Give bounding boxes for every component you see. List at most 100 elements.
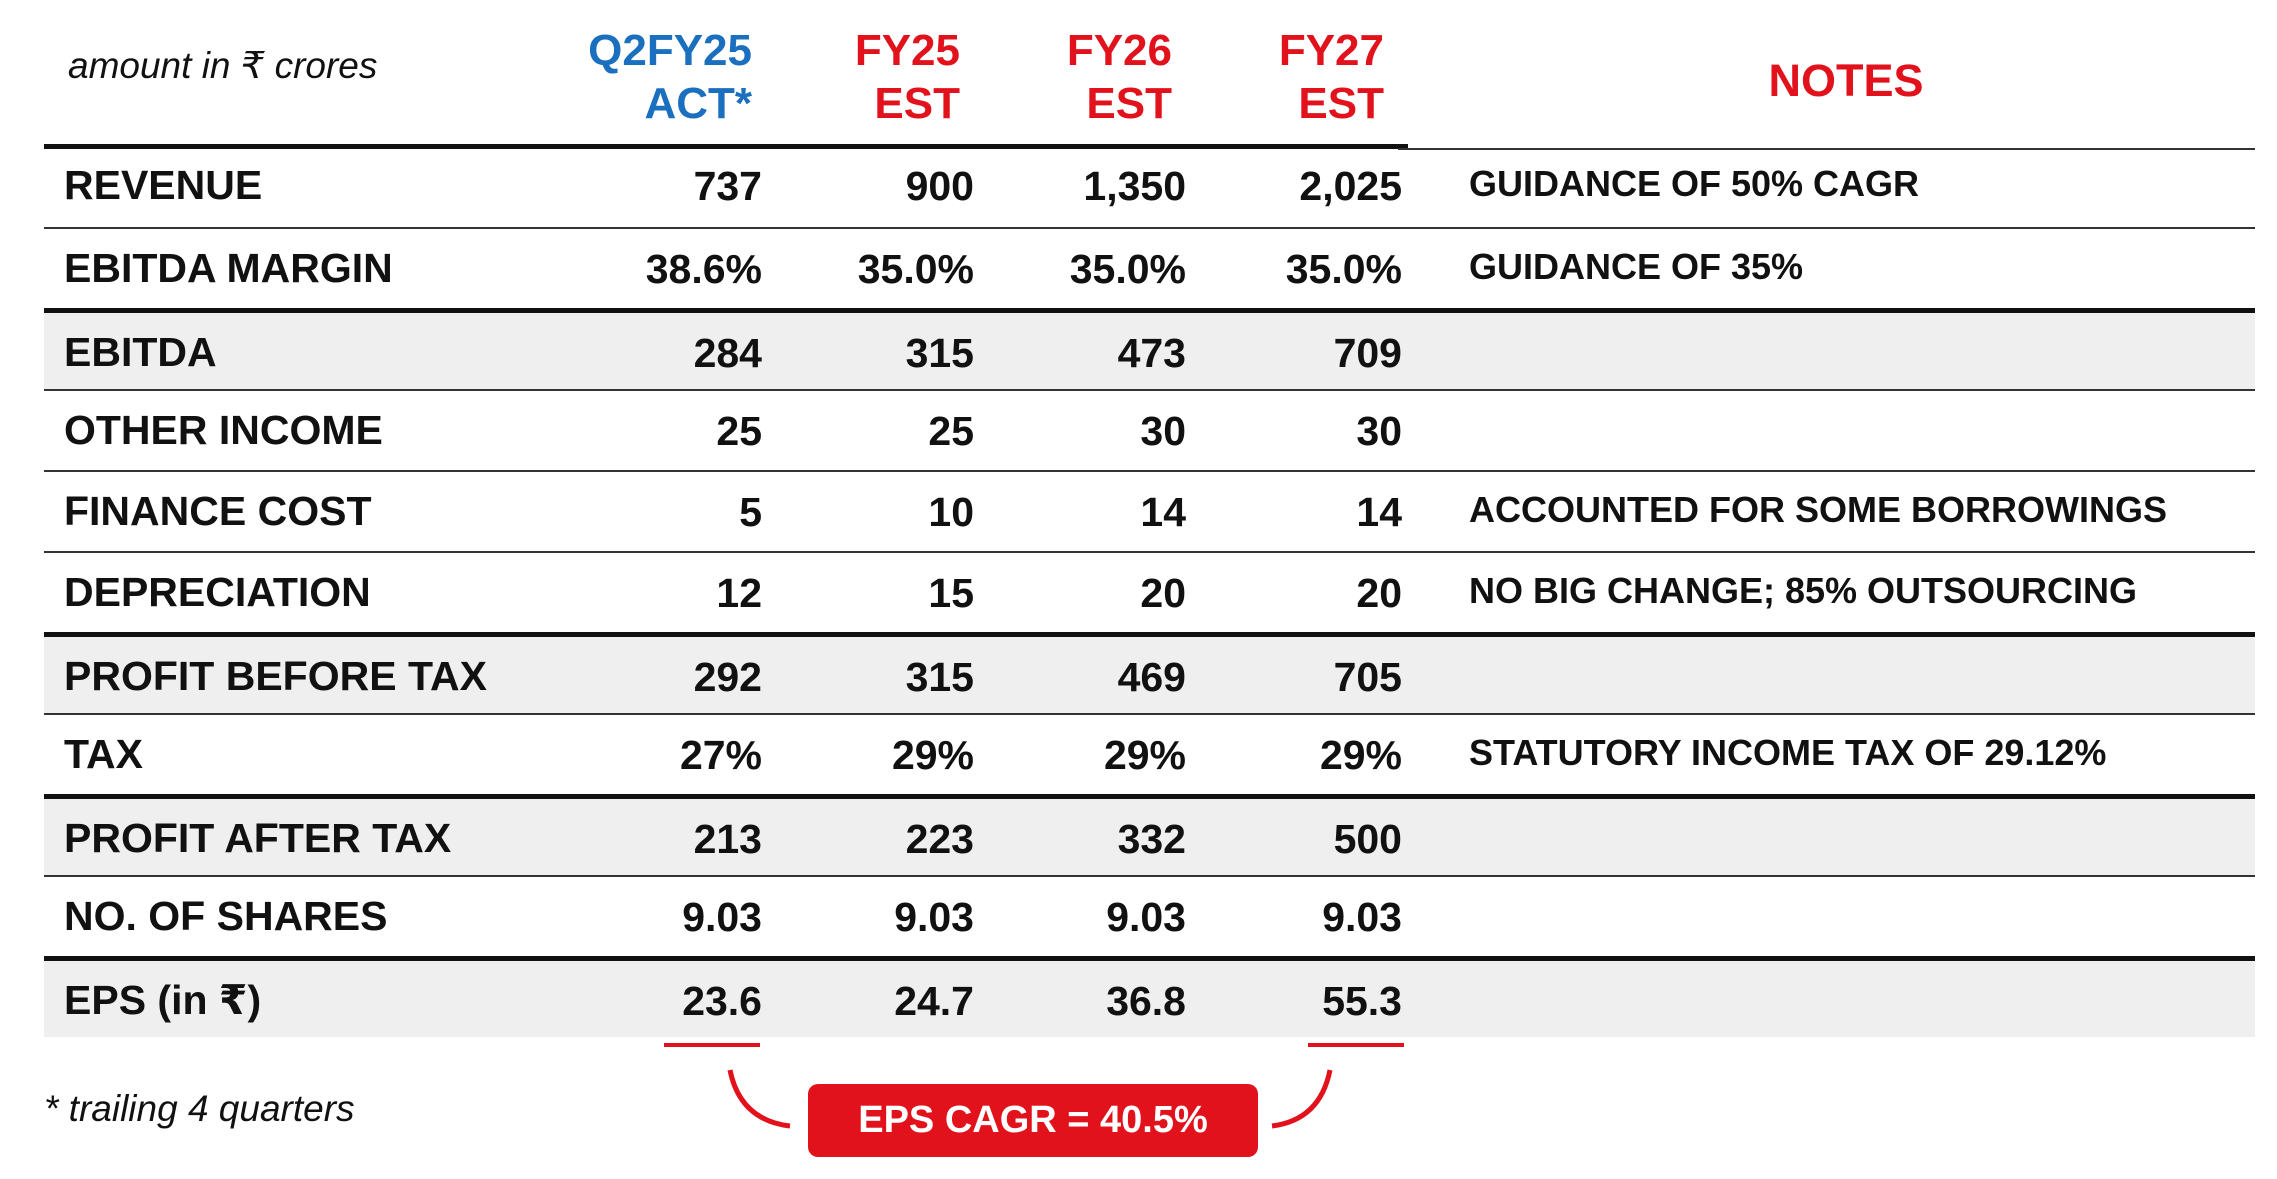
left-connector [727,1069,791,1129]
row-value: 25 [928,408,974,454]
eps-cagr-badge: EPS CAGR = 40.5% [808,1084,1258,1157]
row-label: OTHER INCOME [64,407,383,453]
row-value: 9.03 [894,894,974,940]
row-value: 12 [716,570,762,616]
row-value: 27% [679,732,762,778]
row-cells: PROFIT BEFORE TAX 292 315 469 705 [44,637,1407,713]
row-cells: EPS (in ₹) 23.6 24.7 36.8 55.3 [44,961,1407,1037]
row-value: 38.6% [645,246,762,292]
row-value: 35.0% [857,246,974,292]
row-value: 469 [1117,654,1186,700]
row-label: REVENUE [64,162,263,208]
row-value: 30 [1356,408,1402,454]
row-value: 315 [905,654,974,700]
row-value: 20 [1140,570,1186,616]
note-cell: GUIDANCE OF 35% [1407,229,2255,308]
row-value: 15 [928,570,974,616]
row-value: 25 [716,408,762,454]
notes-header-divider [1398,148,2255,150]
row-value: 9.03 [1322,894,1402,940]
row-cells: TAX 27% 29% 29% 29% [44,715,1407,794]
note-cell [1407,961,2255,1037]
row-label: DEPRECIATION [64,569,371,615]
note-cell: STATUTORY INCOME TAX OF 29.12% [1407,715,2255,794]
row-value: 1,350 [1083,163,1186,209]
table-row: OTHER INCOME 25 25 30 30 [44,389,2255,470]
row-label: PROFIT AFTER TAX [64,815,452,861]
row-cells: EBITDA MARGIN 38.6% 35.0% 35.0% 35.0% [44,229,1407,308]
row-note: ACCOUNTED FOR SOME BORROWINGS [1469,489,2167,530]
row-label: PROFIT BEFORE TAX [64,653,487,699]
row-label: NO. OF SHARES [64,893,388,939]
row-value: 35.0% [1069,246,1186,292]
note-cell: GUIDANCE OF 50% CAGR [1407,146,2255,227]
table-row: PROFIT BEFORE TAX 292 315 469 705 [44,632,2255,713]
note-cell [1407,313,2255,389]
row-label: EPS (in ₹) [64,977,262,1023]
row-value: 705 [1333,654,1402,700]
row-value: 23.6 [682,978,762,1024]
row-label: TAX [64,731,143,777]
table-row: NO. OF SHARES 9.03 9.03 9.03 9.03 [44,875,2255,956]
row-value: 9.03 [682,894,762,940]
table-row: REVENUE 737 900 1,350 2,025 GUIDANCE OF 50% C… [44,146,2255,227]
row-cells: PROFIT AFTER TAX 213 223 332 500 [44,799,1407,875]
row-value: 5 [739,489,762,535]
table-row: FINANCE COST 5 10 14 14 ACCOUNTED FOR SOME BO… [44,470,2255,551]
row-value: 9.03 [1106,894,1186,940]
table-row: TAX 27% 29% 29% 29% STATUTORY INCOME TAX OF 2… [44,713,2255,794]
note-cell: ACCOUNTED FOR SOME BORROWINGS [1407,472,2255,551]
row-cells: REVENUE 737 900 1,350 2,025 [44,146,1407,227]
row-value: 20 [1356,570,1402,616]
row-value: 24.7 [894,978,974,1024]
note-cell [1407,637,2255,713]
row-value: 29% [891,732,974,778]
row-value: 30 [1140,408,1186,454]
note-cell: NO BIG CHANGE; 85% OUTSOURCING [1407,553,2255,632]
row-value: 332 [1117,816,1186,862]
column-header-q2fy25: Q2FY25 ACT* [588,26,752,128]
row-cells: FINANCE COST 5 10 14 14 [44,472,1407,551]
units-caption: amount in ₹ crores [68,45,378,86]
table-row: DEPRECIATION 12 15 20 20 NO BIG CHANGE; 85% O… [44,551,2255,632]
row-label: EBITDA MARGIN [64,245,393,291]
header-divider [44,144,1408,149]
row-note: GUIDANCE OF 35% [1469,246,1804,287]
row-value: 292 [693,654,762,700]
row-value: 900 [905,163,974,209]
row-value: 2,025 [1299,163,1402,209]
eps-fy27-underline [1308,1043,1404,1047]
eps-actual-underline [664,1043,760,1047]
column-header-fy27: FY27 EST [1278,26,1384,128]
row-value: 213 [693,816,762,862]
row-value: 14 [1356,489,1402,535]
table-row: EPS (in ₹) 23.6 24.7 36.8 55.3 [44,956,2255,1037]
row-cells: DEPRECIATION 12 15 20 20 [44,553,1407,632]
column-header-fy26: FY26 EST [1066,26,1172,128]
row-note: NO BIG CHANGE; 85% OUTSOURCING [1469,570,2138,611]
row-value: 709 [1333,330,1402,376]
table-row: PROFIT AFTER TAX 213 223 332 500 [44,794,2255,875]
row-value: 55.3 [1322,978,1402,1024]
row-value: 315 [905,330,974,376]
row-note: STATUTORY INCOME TAX OF 29.12% [1469,732,2107,773]
right-connector [1271,1069,1333,1129]
row-value: 35.0% [1285,246,1402,292]
financial-projection-table: REVENUE 737 900 1,350 2,025 GUIDANCE OF 50% C… [44,146,2255,1037]
row-value: 500 [1333,816,1402,862]
row-value: 284 [693,330,762,376]
row-label: EBITDA [64,329,217,375]
row-cells: EBITDA 284 315 473 709 [44,313,1407,389]
row-label: FINANCE COST [64,488,372,534]
row-value: 473 [1117,330,1186,376]
table-row: EBITDA 284 315 473 709 [44,308,2255,389]
footnote: * trailing 4 quarters [44,1088,355,1129]
row-note: GUIDANCE OF 50% CAGR [1469,163,1920,204]
row-cells: OTHER INCOME 25 25 30 30 [44,391,1407,470]
table-row: EBITDA MARGIN 38.6% 35.0% 35.0% 35.0% GUIDANC… [44,227,2255,308]
row-value: 10 [928,489,974,535]
row-value: 737 [693,163,762,209]
row-value: 223 [905,816,974,862]
column-header-fy25: FY25 EST [854,26,960,128]
